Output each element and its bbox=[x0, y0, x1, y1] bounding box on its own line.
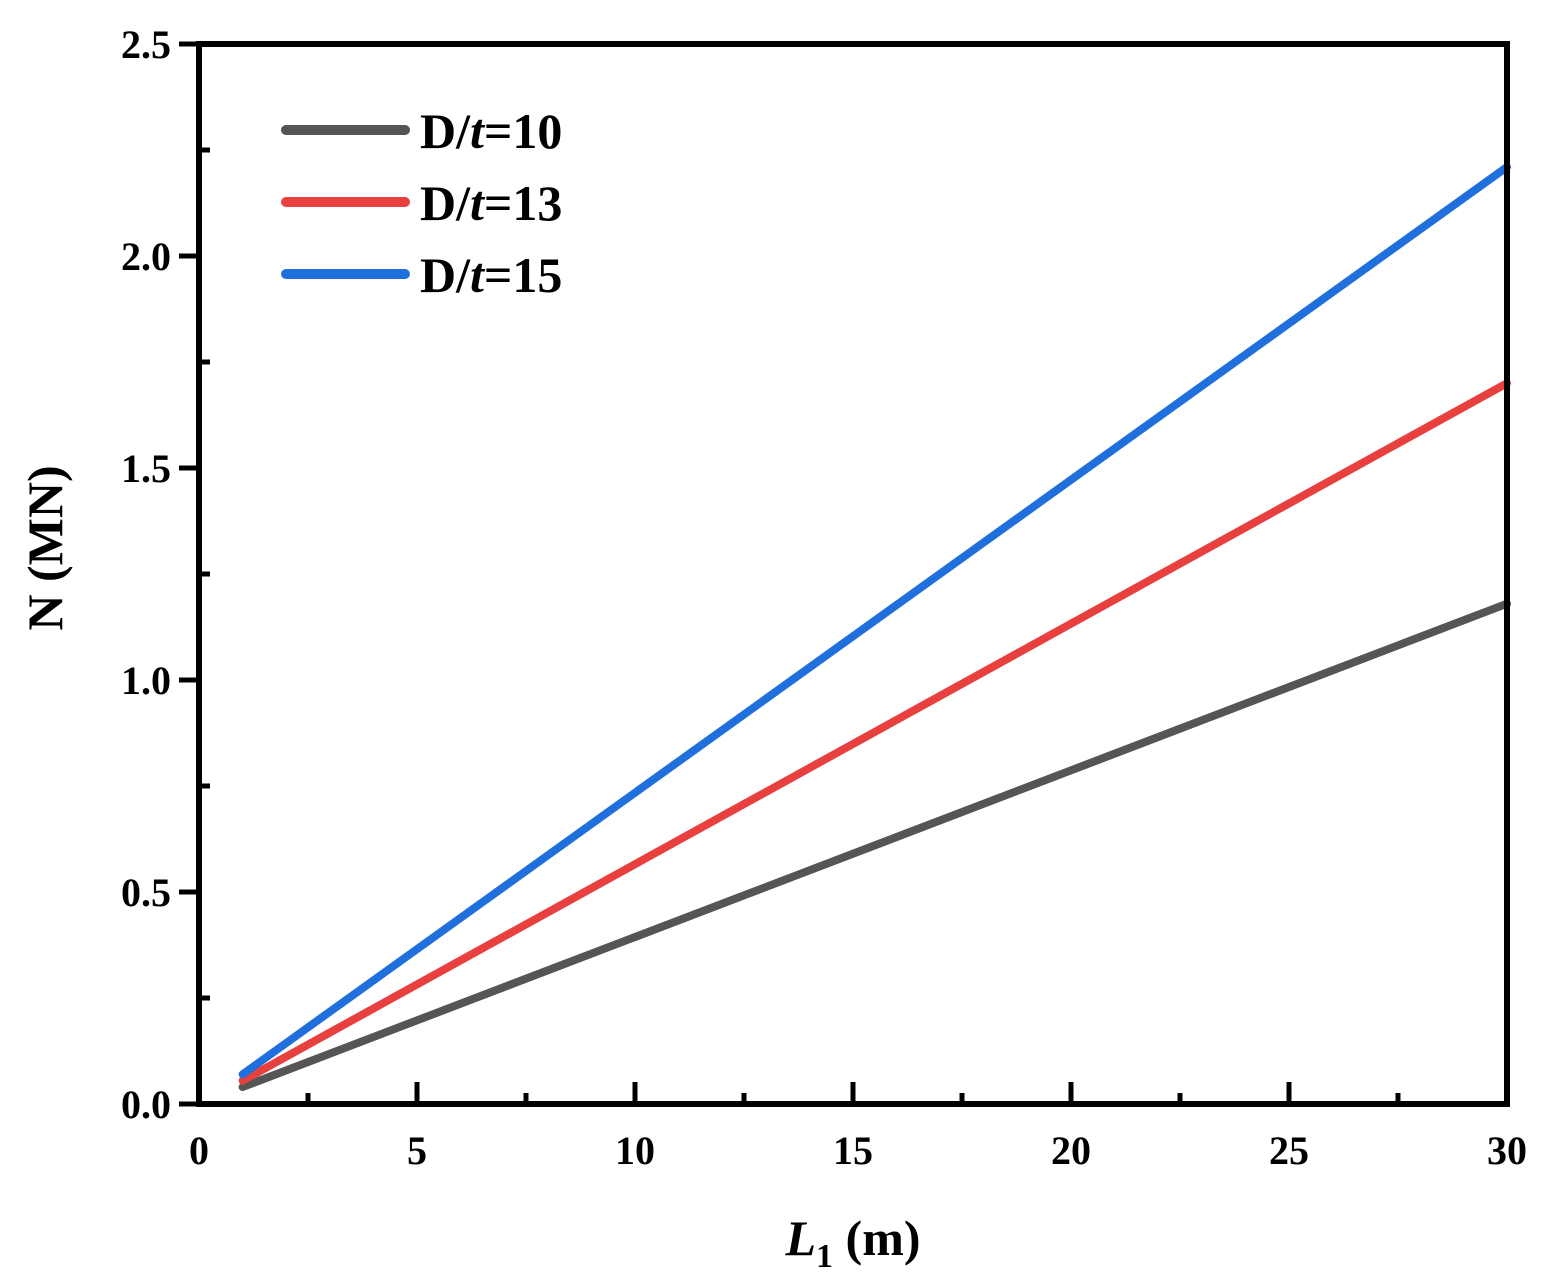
x-tick-label: 10 bbox=[615, 1128, 655, 1173]
x-tick-label: 5 bbox=[407, 1128, 427, 1173]
x-tick-label: 15 bbox=[833, 1128, 873, 1173]
legend: D/t=10D/t=13D/t=15 bbox=[281, 103, 562, 303]
x-tick-label: 30 bbox=[1487, 1128, 1527, 1173]
legend-label-suffix: =13 bbox=[484, 175, 563, 231]
legend-label-suffix: =10 bbox=[484, 103, 563, 159]
legend-label-italic: t bbox=[470, 247, 486, 303]
legend-label-italic: t bbox=[470, 175, 486, 231]
legend-label-prefix: D/ bbox=[420, 175, 471, 231]
x-axis-title-main: L bbox=[785, 1210, 817, 1266]
legend-label-suffix: =15 bbox=[484, 247, 563, 303]
y-axis-title: N (MN) bbox=[17, 465, 73, 630]
x-axis-title-unit: (m) bbox=[833, 1210, 920, 1266]
legend-label: D/t=10 bbox=[420, 103, 562, 159]
legend-label-prefix: D/ bbox=[420, 103, 471, 159]
legend-label-italic: t bbox=[470, 103, 486, 159]
series-line-3 bbox=[238, 162, 1511, 1079]
series-layer bbox=[238, 162, 1511, 1092]
x-tick-label: 0 bbox=[189, 1128, 209, 1173]
y-tick-label: 1.5 bbox=[121, 446, 171, 491]
legend-label: D/t=15 bbox=[420, 247, 562, 303]
y-tick-label: 1.0 bbox=[121, 658, 171, 703]
series-line-1 bbox=[238, 599, 1511, 1092]
ticks-layer: 0 5 10 15 20 25 30 0.0 0.5 1.0 1.5 2.0 2.5 bbox=[121, 22, 1527, 1173]
y-tick-label: 2.0 bbox=[121, 234, 171, 279]
y-tick-label: 2.5 bbox=[121, 22, 171, 67]
x-tick-label: 25 bbox=[1269, 1128, 1309, 1173]
y-tick-label: 0.5 bbox=[121, 870, 171, 915]
y-tick-label: 0.0 bbox=[121, 1082, 171, 1127]
x-axis-title-sub: 1 bbox=[816, 1238, 833, 1275]
legend-label: D/t=13 bbox=[420, 175, 562, 231]
x-axis-title: L1 (m) bbox=[785, 1210, 921, 1275]
series-line-2 bbox=[238, 379, 1511, 1085]
legend-label-prefix: D/ bbox=[420, 247, 471, 303]
x-tick-label: 20 bbox=[1051, 1128, 1091, 1173]
